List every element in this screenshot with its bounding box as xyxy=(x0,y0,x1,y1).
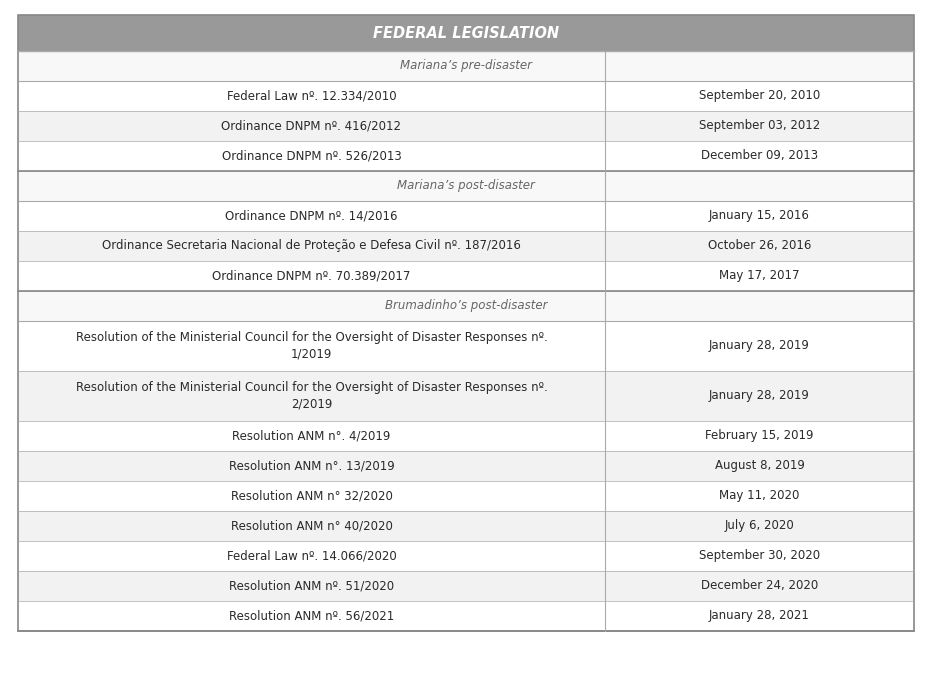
Text: FEDERAL LEGISLATION: FEDERAL LEGISLATION xyxy=(373,26,559,41)
Text: Resolution of the Ministerial Council for the Oversight of Disaster Responses nº: Resolution of the Ministerial Council fo… xyxy=(75,331,547,361)
Bar xyxy=(18,171,914,201)
Bar xyxy=(18,511,914,541)
Bar xyxy=(18,261,914,291)
Text: January 15, 2016: January 15, 2016 xyxy=(709,210,810,223)
Bar xyxy=(18,15,914,631)
Text: Federal Law nº. 14.066/2020: Federal Law nº. 14.066/2020 xyxy=(226,549,396,563)
Text: Ordinance DNPM nº. 416/2012: Ordinance DNPM nº. 416/2012 xyxy=(222,120,402,132)
Text: Ordinance DNPM nº. 14/2016: Ordinance DNPM nº. 14/2016 xyxy=(226,210,398,223)
Text: September 30, 2020: September 30, 2020 xyxy=(699,549,820,563)
Text: Mariana’s pre-disaster: Mariana’s pre-disaster xyxy=(400,60,532,73)
Text: Mariana’s post-disaster: Mariana’s post-disaster xyxy=(397,179,535,192)
Bar xyxy=(18,601,914,631)
Text: September 20, 2010: September 20, 2010 xyxy=(699,89,820,102)
Bar xyxy=(18,141,914,171)
Text: January 28, 2019: January 28, 2019 xyxy=(709,340,810,352)
Bar xyxy=(18,451,914,481)
Text: May 17, 2017: May 17, 2017 xyxy=(720,269,800,282)
Text: January 28, 2021: January 28, 2021 xyxy=(709,610,810,623)
Text: Resolution ANM nº. 56/2021: Resolution ANM nº. 56/2021 xyxy=(229,610,394,623)
Bar xyxy=(18,231,914,261)
Text: Ordinance Secretaria Nacional de Proteção e Defesa Civil nº. 187/2016: Ordinance Secretaria Nacional de Proteçã… xyxy=(102,239,521,253)
Text: Federal Law nº. 12.334/2010: Federal Law nº. 12.334/2010 xyxy=(226,89,396,102)
Bar xyxy=(18,421,914,451)
Bar xyxy=(18,541,914,571)
Text: Brumadinho’s post-disaster: Brumadinho’s post-disaster xyxy=(385,300,547,313)
Text: October 26, 2016: October 26, 2016 xyxy=(707,239,811,253)
Text: May 11, 2020: May 11, 2020 xyxy=(720,489,800,502)
Bar xyxy=(18,571,914,601)
Bar xyxy=(18,481,914,511)
Bar xyxy=(18,111,914,141)
Text: Resolution ANM n° 40/2020: Resolution ANM n° 40/2020 xyxy=(230,520,392,533)
Text: December 09, 2013: December 09, 2013 xyxy=(701,149,818,163)
Text: Resolution ANM n°. 4/2019: Resolution ANM n°. 4/2019 xyxy=(232,430,391,442)
Bar xyxy=(18,15,914,51)
Bar xyxy=(18,81,914,111)
Text: February 15, 2019: February 15, 2019 xyxy=(706,430,814,442)
Text: September 03, 2012: September 03, 2012 xyxy=(699,120,820,132)
Text: Resolution ANM nº. 51/2020: Resolution ANM nº. 51/2020 xyxy=(229,579,394,592)
Text: Resolution ANM n°. 13/2019: Resolution ANM n°. 13/2019 xyxy=(228,459,394,473)
Text: July 6, 2020: July 6, 2020 xyxy=(724,520,794,533)
Text: Resolution ANM n° 32/2020: Resolution ANM n° 32/2020 xyxy=(230,489,392,502)
Bar xyxy=(18,51,914,81)
Text: Ordinance DNPM nº. 70.389/2017: Ordinance DNPM nº. 70.389/2017 xyxy=(212,269,411,282)
Text: January 28, 2019: January 28, 2019 xyxy=(709,390,810,403)
Text: August 8, 2019: August 8, 2019 xyxy=(715,459,804,473)
Text: Resolution of the Ministerial Council for the Oversight of Disaster Responses nº: Resolution of the Ministerial Council fo… xyxy=(75,381,547,410)
Bar xyxy=(18,371,914,421)
Bar xyxy=(18,201,914,231)
Bar xyxy=(18,321,914,371)
Bar xyxy=(18,291,914,321)
Text: December 24, 2020: December 24, 2020 xyxy=(701,579,818,592)
Text: Ordinance DNPM nº. 526/2013: Ordinance DNPM nº. 526/2013 xyxy=(222,149,402,163)
